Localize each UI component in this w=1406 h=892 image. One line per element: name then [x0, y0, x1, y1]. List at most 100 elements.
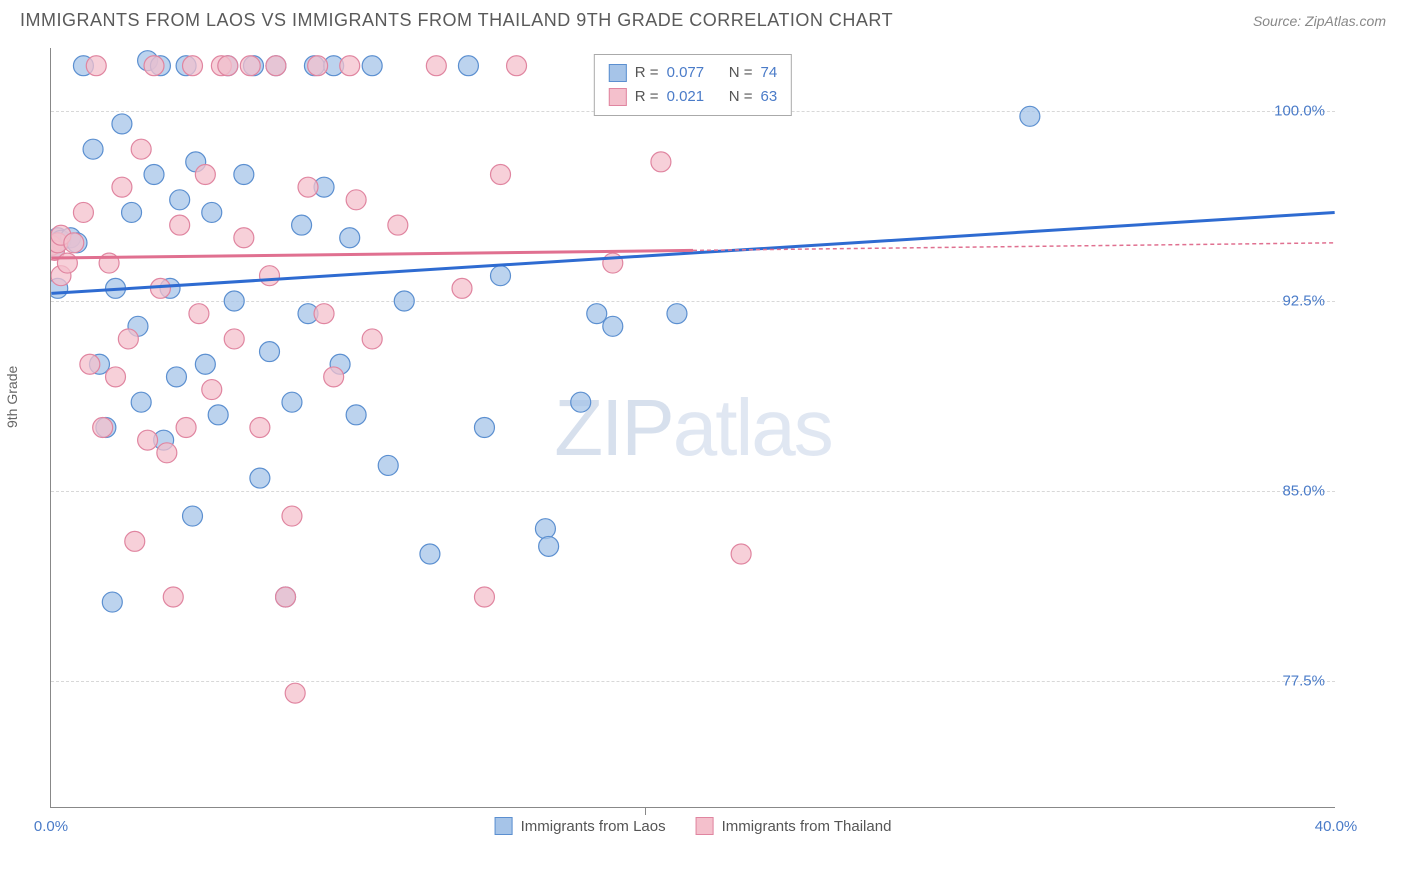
legend-stat-row: R = 0.077 N = 74: [609, 61, 777, 85]
data-point: [571, 392, 591, 412]
data-point: [285, 683, 305, 703]
data-point: [106, 367, 126, 387]
data-point: [603, 316, 623, 336]
data-point: [118, 329, 138, 349]
x-tick-label: 40.0%: [1315, 818, 1358, 835]
data-point: [394, 291, 414, 311]
data-point: [282, 392, 302, 412]
data-point: [183, 506, 203, 526]
data-point: [131, 139, 151, 159]
data-point: [667, 304, 687, 324]
legend-item: Immigrants from Laos: [495, 817, 666, 835]
chart-source: Source: ZipAtlas.com: [1253, 13, 1386, 29]
data-point: [346, 405, 366, 425]
data-point: [474, 418, 494, 438]
data-point: [250, 468, 270, 488]
data-point: [176, 418, 196, 438]
data-point: [452, 278, 472, 298]
data-point: [458, 56, 478, 76]
data-point: [250, 418, 270, 438]
data-point: [474, 587, 494, 607]
data-point: [202, 380, 222, 400]
data-point: [276, 587, 296, 607]
trend-line: [51, 250, 693, 258]
data-point: [224, 291, 244, 311]
data-point: [362, 329, 382, 349]
data-point: [112, 114, 132, 134]
data-point: [234, 228, 254, 248]
data-point: [57, 253, 77, 273]
data-point: [224, 329, 244, 349]
data-point: [491, 165, 511, 185]
data-point: [324, 367, 344, 387]
data-point: [539, 536, 559, 556]
data-point: [587, 304, 607, 324]
data-point: [388, 215, 408, 235]
data-point: [340, 228, 360, 248]
data-point: [131, 392, 151, 412]
data-point: [314, 304, 334, 324]
legend-stats-box: R = 0.077 N = 74 R = 0.021 N = 63: [594, 54, 792, 116]
data-point: [189, 304, 209, 324]
data-point: [362, 56, 382, 76]
data-point: [260, 266, 280, 286]
y-axis-label: 9th Grade: [4, 366, 20, 428]
data-point: [166, 367, 186, 387]
data-point: [73, 202, 93, 222]
chart-title: IMMIGRANTS FROM LAOS VS IMMIGRANTS FROM …: [20, 10, 893, 31]
data-point: [138, 430, 158, 450]
data-point: [83, 139, 103, 159]
data-point: [102, 592, 122, 612]
data-point: [144, 165, 164, 185]
data-point: [507, 56, 527, 76]
data-point: [80, 354, 100, 374]
data-point: [122, 202, 142, 222]
data-point: [86, 56, 106, 76]
data-point: [163, 587, 183, 607]
trend-line: [51, 212, 1334, 293]
data-point: [731, 544, 751, 564]
legend-series: Immigrants from Laos Immigrants from Thai…: [495, 817, 892, 835]
x-tick-label: 0.0%: [34, 818, 68, 835]
data-point: [240, 56, 260, 76]
data-point: [64, 233, 84, 253]
data-point: [298, 177, 318, 197]
data-point: [308, 56, 328, 76]
chart-plot-area: ZIPatlas R = 0.077 N = 74 R = 0.021 N = …: [50, 48, 1335, 808]
legend-swatch: [696, 817, 714, 835]
data-point: [112, 177, 132, 197]
data-point: [340, 56, 360, 76]
data-point: [282, 506, 302, 526]
data-point: [125, 531, 145, 551]
data-point: [183, 56, 203, 76]
data-point: [378, 455, 398, 475]
data-point: [651, 152, 671, 172]
data-point: [1020, 106, 1040, 126]
data-point: [426, 56, 446, 76]
chart-header: IMMIGRANTS FROM LAOS VS IMMIGRANTS FROM …: [0, 0, 1406, 39]
data-point: [208, 405, 228, 425]
data-point: [170, 190, 190, 210]
data-point: [93, 418, 113, 438]
data-point: [218, 56, 238, 76]
data-point: [535, 519, 555, 539]
legend-swatch: [609, 88, 627, 106]
data-point: [195, 165, 215, 185]
data-point: [144, 56, 164, 76]
data-point: [420, 544, 440, 564]
data-point: [346, 190, 366, 210]
legend-item: Immigrants from Thailand: [696, 817, 892, 835]
data-point: [170, 215, 190, 235]
legend-stat-row: R = 0.021 N = 63: [609, 85, 777, 109]
scatter-plot-svg: [51, 48, 1335, 807]
data-point: [491, 266, 511, 286]
legend-swatch: [495, 817, 513, 835]
data-point: [266, 56, 286, 76]
data-point: [202, 202, 222, 222]
data-point: [234, 165, 254, 185]
legend-swatch: [609, 64, 627, 82]
data-point: [292, 215, 312, 235]
data-point: [195, 354, 215, 374]
data-point: [157, 443, 177, 463]
data-point: [260, 342, 280, 362]
